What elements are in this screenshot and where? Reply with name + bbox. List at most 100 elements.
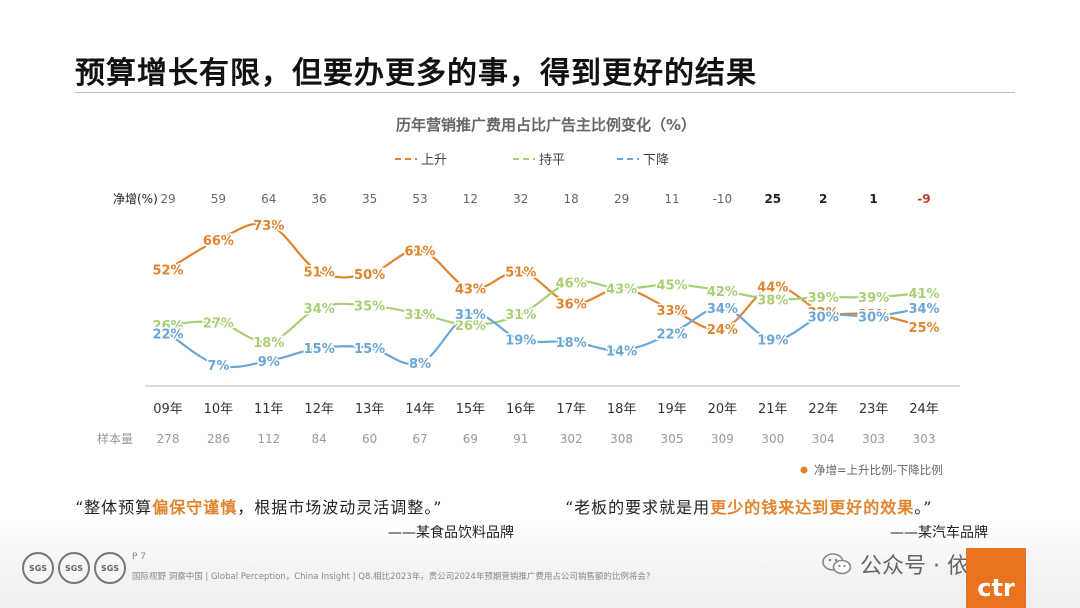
data-label: 35% xyxy=(354,300,385,315)
data-label: 25% xyxy=(908,321,939,336)
data-label: 43% xyxy=(606,283,637,298)
net-value: 2 xyxy=(819,192,827,206)
sample-size-value: 302 xyxy=(560,432,583,446)
data-label: 33% xyxy=(656,304,687,319)
net-value: 12 xyxy=(463,192,478,206)
data-label: 22% xyxy=(152,327,183,342)
series-line-下降 xyxy=(166,306,926,369)
data-label: 50% xyxy=(354,268,385,283)
data-label: 34% xyxy=(908,302,939,317)
sample-size-value: 67 xyxy=(412,432,427,446)
x-tick-label: 13年 xyxy=(355,402,385,417)
data-label: 31% xyxy=(505,308,536,323)
certification-logos: SGS SGS SGS xyxy=(22,552,126,584)
net-value: 59 xyxy=(211,192,226,206)
net-value: 35 xyxy=(362,192,377,206)
net-value: 18 xyxy=(564,192,579,206)
data-label: 27% xyxy=(203,317,234,332)
data-label: 30% xyxy=(808,310,839,325)
net-row-label: 净增(%) xyxy=(113,192,158,206)
net-value: 29 xyxy=(614,192,629,206)
ctr-logo: ctr xyxy=(966,548,1026,608)
page-number: P 7 xyxy=(132,552,147,562)
quote-auto-brand: “老板的要求就是用更少的钱来达到更好的效果。” xyxy=(565,494,932,518)
x-tick-label: 21年 xyxy=(758,402,788,417)
data-label: 26% xyxy=(152,319,183,334)
net-value: -10 xyxy=(713,192,733,206)
sample-row-label: 样本量 xyxy=(97,431,133,446)
data-label: 43% xyxy=(455,283,486,298)
quote-suffix: ，根据市场波动灵活调整。” xyxy=(237,498,443,517)
data-label: 61% xyxy=(404,244,435,259)
x-tick-label: 14年 xyxy=(405,402,435,417)
series-line-持平 xyxy=(166,280,926,343)
quote-suffix: 。” xyxy=(914,498,933,517)
quote-highlight: 偏保守谨慎 xyxy=(152,498,238,517)
data-label: 42% xyxy=(707,285,738,300)
data-label: 66% xyxy=(203,234,234,249)
net-value: 36 xyxy=(312,192,327,206)
legend-label: 持平 xyxy=(539,153,565,168)
chart-title: 历年营销推广费用占比广告主比例变化（%） xyxy=(396,116,696,134)
x-tick-label: 16年 xyxy=(506,402,536,417)
net-value: 11 xyxy=(664,192,679,206)
title-divider xyxy=(75,92,1015,93)
slide-title: 预算增长有限，但要办更多的事，得到更好的结果 xyxy=(75,56,757,91)
sample-size-value: 300 xyxy=(761,432,784,446)
x-tick-label: 12年 xyxy=(304,402,334,417)
data-label: 19% xyxy=(757,334,788,349)
net-value: 1 xyxy=(869,192,877,206)
x-tick-label: 17年 xyxy=(556,402,586,417)
x-tick-label: 09年 xyxy=(153,402,183,417)
data-label: 14% xyxy=(606,344,637,359)
data-label: 46% xyxy=(556,276,587,291)
sample-size-value: 60 xyxy=(362,432,377,446)
data-label: 15% xyxy=(354,342,385,357)
data-label: 34% xyxy=(304,302,335,317)
sample-size-value: 278 xyxy=(157,432,180,446)
sample-size-value: 308 xyxy=(610,432,633,446)
data-label: 36% xyxy=(556,298,587,313)
x-tick-label: 22年 xyxy=(808,402,838,417)
data-label: 45% xyxy=(656,278,687,293)
data-label: 7% xyxy=(207,359,229,374)
source-footnote: 国际视野 洞察中国 | Global Perception，China Insi… xyxy=(132,572,651,582)
sgs-seal-icon: SGS xyxy=(58,552,90,584)
x-tick-label: 23年 xyxy=(859,402,889,417)
data-label: 8% xyxy=(409,357,431,372)
data-label: 19% xyxy=(505,334,536,349)
wechat-icon xyxy=(822,553,852,575)
data-label: 73% xyxy=(253,219,284,234)
net-value: 64 xyxy=(261,192,276,206)
x-tick-label: 18年 xyxy=(607,402,637,417)
sample-size-value: 69 xyxy=(463,432,478,446)
data-label: 34% xyxy=(707,302,738,317)
x-tick-label: 24年 xyxy=(909,402,939,417)
sample-size-value: 303 xyxy=(913,432,936,446)
data-label: 31% xyxy=(455,308,486,323)
data-label: 18% xyxy=(556,336,587,351)
data-label: 39% xyxy=(808,291,839,306)
data-label: 22% xyxy=(656,327,687,342)
quote-prefix: “整体预算 xyxy=(75,498,153,517)
data-label: 24% xyxy=(707,323,738,338)
sample-size-value: 309 xyxy=(711,432,734,446)
quote-prefix: “老板的要求就是用 xyxy=(565,498,711,517)
data-label: 9% xyxy=(258,355,280,370)
net-value: 32 xyxy=(513,192,528,206)
net-value: -9 xyxy=(917,192,930,206)
data-label: 18% xyxy=(253,336,284,351)
quote-attribution-food: ——某食品饮料品牌 xyxy=(388,525,514,541)
data-label: 30% xyxy=(858,310,889,325)
legend-label: 下降 xyxy=(643,153,669,168)
data-label: 38% xyxy=(757,293,788,308)
data-label: 26% xyxy=(455,319,486,334)
data-label: 51% xyxy=(304,266,335,281)
sample-size-value: 112 xyxy=(257,432,280,446)
legend-label: 上升 xyxy=(421,153,447,168)
data-label: 43% xyxy=(606,283,637,298)
sample-size-value: 303 xyxy=(862,432,885,446)
chart-note: 净增=上升比例-下降比例 xyxy=(814,463,943,477)
data-label: 44% xyxy=(757,281,788,296)
